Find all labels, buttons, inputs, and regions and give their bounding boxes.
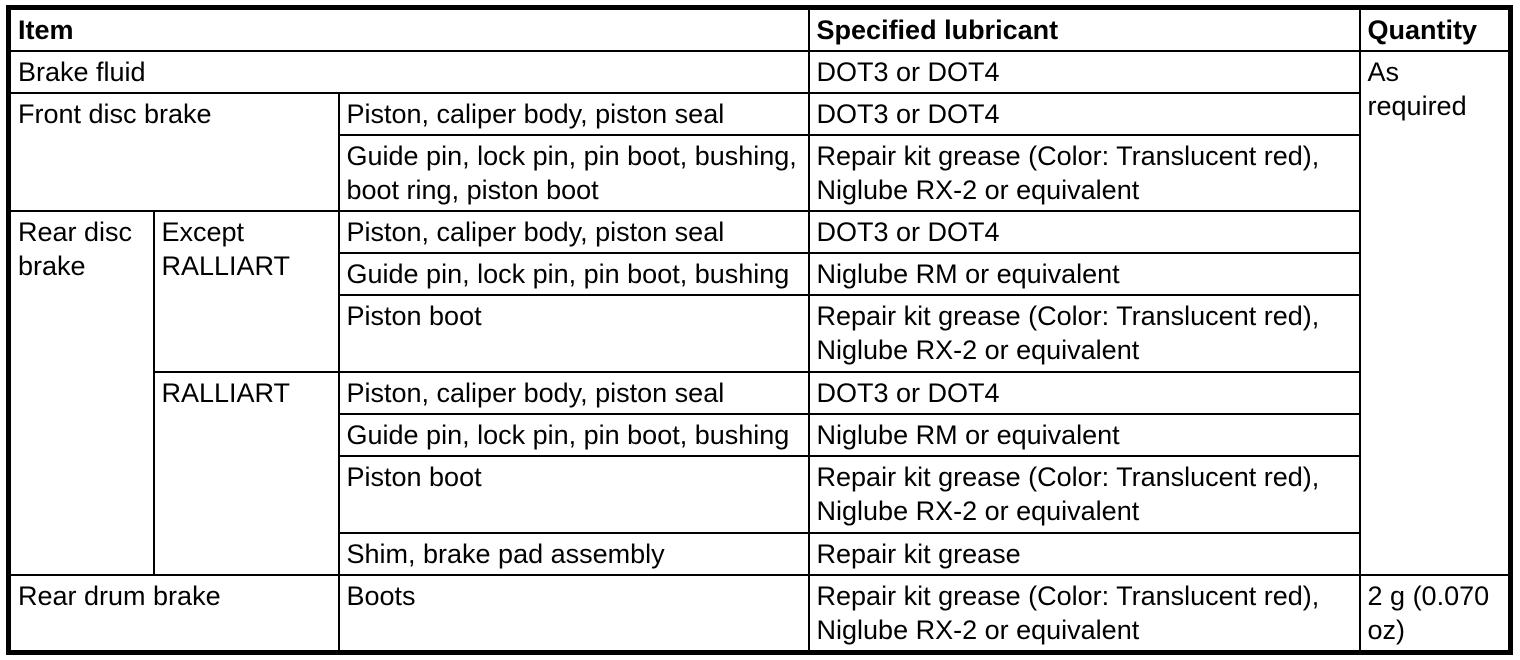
column-header-specified-lubricant: Specified lubricant xyxy=(807,6,1361,53)
cell-rear-disc-brake-label: Rear disc brake xyxy=(7,210,155,577)
table-row: Piston boot Repair kit grease (Color: Tr… xyxy=(9,455,1511,535)
cell-shim-lubricant: Repair kit grease xyxy=(807,532,1361,577)
column-header-item: Item xyxy=(7,6,810,53)
cell-front-guide-pin-item: Guide pin, lock pin, pin boot, bushing, … xyxy=(337,134,810,213)
table-row: Brake fluid DOT3 or DOT4 As required xyxy=(7,50,1512,577)
cell-front-guide-pin-lubricant: Repair kit grease (Color: Translucent re… xyxy=(807,134,1361,213)
cell-shim-item: Shim, brake pad assembly xyxy=(337,532,810,577)
table-row: Guide pin, lock pin, pin boot, bushing, … xyxy=(9,134,1511,213)
cell-except-piston-boot-item: Piston boot xyxy=(337,294,810,374)
table-row: Front disc brake Piston, caliper body, p… xyxy=(7,92,1511,213)
cell-rear-drum-brake-label: Rear drum brake xyxy=(7,574,340,654)
cell-quantity-2g: 2 g (0.070 oz) xyxy=(1358,574,1512,654)
cell-except-piston-lubricant: DOT3 or DOT4 xyxy=(807,210,1361,255)
cell-except-guide-pin-lubricant: Niglube RM or equivalent xyxy=(807,252,1361,297)
table-row: Shim, brake pad assembly Repair kit grea… xyxy=(9,532,1511,577)
table-row: Rear disc brake Except RALLIART Piston, … xyxy=(7,210,1511,577)
cell-rear-drum-lubricant: Repair kit grease (Color: Translucent re… xyxy=(807,574,1361,654)
column-header-quantity: Quantity xyxy=(1358,6,1512,53)
table-row: Guide pin, lock pin, pin boot, bushing N… xyxy=(9,252,1511,297)
table-row: RALLIART Piston, caliper body, piston se… xyxy=(9,371,1511,577)
cell-except-ralliart-label: Except RALLIART xyxy=(152,210,340,374)
cell-ralliart-piston-boot-item: Piston boot xyxy=(337,455,810,535)
cell-ralliart-label: RALLIART xyxy=(152,371,340,577)
cell-except-guide-pin-item: Guide pin, lock pin, pin boot, bushing xyxy=(337,252,810,297)
cell-quantity-as-required: As required xyxy=(1358,50,1512,577)
cell-ralliart-piston-lubricant: DOT3 or DOT4 xyxy=(807,371,1361,416)
table-row: Rear drum brake Boots Repair kit grease … xyxy=(7,574,1512,654)
cell-ralliart-piston-item: Piston, caliper body, piston seal xyxy=(337,371,810,416)
cell-brake-fluid-lubricant: DOT3 or DOT4 xyxy=(807,50,1361,95)
table-row: Guide pin, lock pin, pin boot, bushing N… xyxy=(9,413,1511,458)
cell-ralliart-guide-pin-lubricant: Niglube RM or equivalent xyxy=(807,413,1361,458)
cell-brake-fluid-item: Brake fluid xyxy=(7,50,810,95)
cell-except-piston-boot-lubricant: Repair kit grease (Color: Translucent re… xyxy=(807,294,1361,374)
cell-front-piston-item: Piston, caliper body, piston seal xyxy=(337,92,810,137)
table-row: Item Specified lubricant Quantity xyxy=(7,6,1512,53)
cell-front-disc-brake-label: Front disc brake xyxy=(7,92,340,213)
lubricant-spec-table: Item Specified lubricant Quantity Brake … xyxy=(6,5,1514,656)
cell-ralliart-piston-boot-lubricant: Repair kit grease (Color: Translucent re… xyxy=(807,455,1361,535)
cell-front-piston-lubricant: DOT3 or DOT4 xyxy=(807,92,1361,137)
cell-except-piston-item: Piston, caliper body, piston seal xyxy=(337,210,810,255)
cell-rear-drum-item: Boots xyxy=(337,574,810,654)
cell-ralliart-guide-pin-item: Guide pin, lock pin, pin boot, bushing xyxy=(337,413,810,458)
table-row: Piston boot Repair kit grease (Color: Tr… xyxy=(9,294,1511,374)
